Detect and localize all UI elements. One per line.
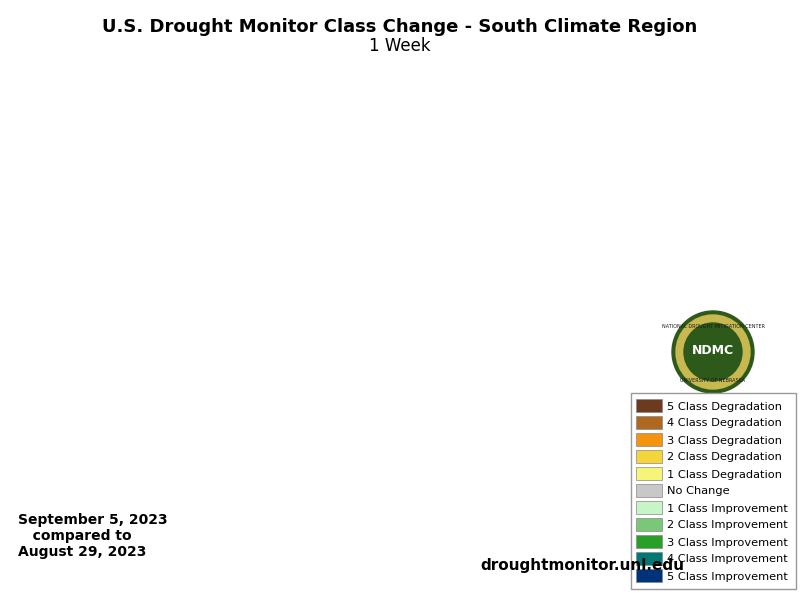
Bar	[636, 535, 662, 548]
Circle shape	[684, 323, 742, 381]
Text: droughtmonitor.unl.edu: droughtmonitor.unl.edu	[480, 558, 684, 573]
Text: 4 Class Degradation: 4 Class Degradation	[667, 418, 782, 428]
Text: September 5, 2023: September 5, 2023	[18, 513, 168, 527]
Text: UNIVERSITY OF NEBRASKA: UNIVERSITY OF NEBRASKA	[681, 377, 746, 383]
Text: compared to: compared to	[18, 529, 132, 543]
Text: U.S. Drought Monitor Class Change - South Climate Region: U.S. Drought Monitor Class Change - Sout…	[102, 18, 698, 36]
Text: 3 Class Improvement: 3 Class Improvement	[667, 537, 788, 547]
Bar	[636, 450, 662, 463]
Text: 3 Class Degradation: 3 Class Degradation	[667, 436, 782, 446]
Bar	[636, 467, 662, 480]
Circle shape	[672, 311, 754, 393]
Text: 4 Class Improvement: 4 Class Improvement	[667, 555, 788, 565]
Bar	[636, 433, 662, 446]
Bar	[636, 569, 662, 582]
Text: 1 Class Improvement: 1 Class Improvement	[667, 503, 788, 513]
Bar	[636, 416, 662, 429]
Text: 5 Class Degradation: 5 Class Degradation	[667, 402, 782, 412]
Bar	[636, 518, 662, 531]
Bar	[636, 399, 662, 412]
Text: 2 Class Degradation: 2 Class Degradation	[667, 453, 782, 462]
Bar	[631, 393, 796, 589]
Text: NDMC: NDMC	[692, 343, 734, 356]
Text: 2 Class Improvement: 2 Class Improvement	[667, 521, 788, 531]
Text: 1 Class Degradation: 1 Class Degradation	[667, 469, 782, 480]
Text: 1 Week: 1 Week	[369, 37, 431, 55]
Bar	[636, 501, 662, 514]
Bar	[636, 484, 662, 497]
Text: August 29, 2023: August 29, 2023	[18, 545, 146, 559]
Bar	[636, 552, 662, 565]
Text: NATIONAL DROUGHT MITIGATION CENTER: NATIONAL DROUGHT MITIGATION CENTER	[662, 324, 765, 328]
Text: No Change: No Change	[667, 487, 730, 496]
Circle shape	[676, 315, 750, 389]
Text: 5 Class Improvement: 5 Class Improvement	[667, 572, 788, 581]
